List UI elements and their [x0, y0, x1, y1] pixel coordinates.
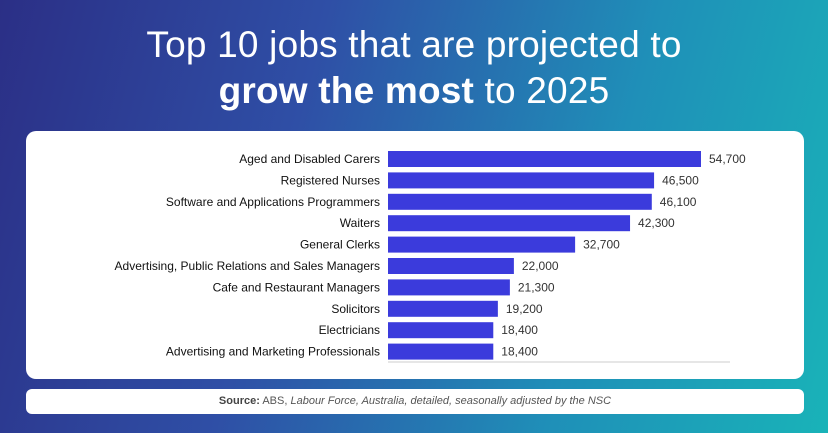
- chart-title: Top 10 jobs that are projected to grow t…: [0, 22, 828, 114]
- bar: [388, 193, 652, 210]
- value-label: 42,300: [638, 216, 675, 230]
- bar: [388, 151, 701, 167]
- bar-chart: Aged and Disabled Carers 54,700 Registered…: [115, 151, 746, 363]
- bar: [388, 258, 514, 274]
- source-label: Source:: [218, 395, 260, 407]
- category-label: Waiters: [340, 216, 380, 230]
- value-label: 54,700: [709, 152, 746, 166]
- category-label: Cafe and Restaurant Managers: [213, 280, 380, 294]
- bar: [388, 322, 494, 339]
- source-org: ABS,: [259, 395, 291, 407]
- source-publication: Labour Force, Australia, detailed, seaso…: [290, 395, 612, 407]
- category-label: Aged and Disabled Carers: [239, 152, 380, 166]
- bar: [388, 215, 631, 232]
- category-label: Electricians: [319, 323, 380, 337]
- bar: [388, 300, 498, 317]
- bar: [388, 236, 576, 253]
- value-label: 46,500: [662, 173, 699, 187]
- bar: [388, 279, 510, 296]
- value-label: 19,200: [506, 302, 543, 316]
- category-label: Registered Nurses: [281, 173, 380, 187]
- chart-card: Aged and Disabled Carers 54,700 Registered…: [26, 131, 804, 379]
- title-line-2: grow the most to 2025: [0, 68, 828, 114]
- value-label: 18,400: [501, 345, 538, 359]
- value-label: 18,400: [501, 323, 538, 337]
- value-label: 22,000: [522, 259, 559, 273]
- title-line-1: Top 10 jobs that are projected to: [146, 24, 682, 65]
- bar: [388, 343, 494, 360]
- value-label: 46,100: [660, 195, 697, 209]
- category-label: Advertising and Marketing Professionals: [166, 345, 380, 359]
- category-label: Software and Applications Programmers: [166, 195, 380, 209]
- value-label: 21,300: [518, 280, 555, 294]
- value-label: 32,700: [583, 238, 620, 252]
- category-label: Advertising, Public Relations and Sales …: [115, 259, 380, 273]
- source-note: Source: ABS, Labour Force, Australia, de…: [26, 389, 804, 414]
- category-label: General Clerks: [300, 238, 380, 252]
- category-label: Solicitors: [331, 302, 380, 316]
- title-suffix: to 2025: [474, 70, 610, 111]
- bar: [388, 172, 655, 189]
- title-emphasis: grow the most: [218, 70, 475, 111]
